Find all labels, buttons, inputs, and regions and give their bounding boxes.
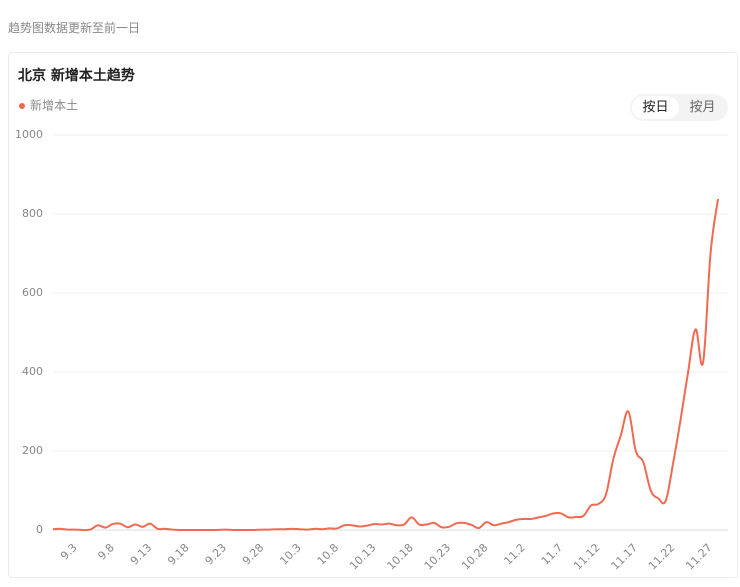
x-tick-label: 11.22 [646, 541, 677, 572]
toggle-option[interactable]: 按日 [632, 96, 679, 119]
legend-label: 新增本土 [30, 98, 78, 113]
toggle: 按日 按月 [630, 94, 728, 121]
x-tick-label: 9.28 [240, 541, 267, 568]
x-tick-label: 11.27 [683, 541, 714, 572]
x-tick-label: 11.12 [571, 541, 602, 572]
x-tick-label: 9.3 [58, 541, 80, 563]
y-tick-label: 800 [22, 207, 43, 220]
x-tick-label: 11.7 [539, 541, 566, 568]
x-tick-label: 10.28 [459, 541, 490, 572]
y-tick-label: 1000 [15, 128, 43, 141]
y-tick-label: 0 [36, 523, 43, 536]
y-tick-label: 600 [22, 286, 43, 299]
chart-title: 北京 新增本土趋势 [18, 67, 135, 84]
y-tick-label: 400 [22, 365, 43, 378]
x-tick-label: 10.13 [347, 541, 378, 572]
x-tick-label: 10.18 [384, 541, 415, 572]
chart-card [8, 52, 738, 578]
x-tick-label: 10.23 [422, 541, 453, 572]
x-tick-label: 9.23 [203, 541, 230, 568]
x-tick-label: 11.2 [501, 541, 528, 568]
y-tick-label: 200 [22, 444, 43, 457]
update-note: 趋势图数据更新至前一日 [8, 21, 141, 35]
x-tick-label: 10.8 [315, 541, 342, 568]
x-tick-label: 10.3 [277, 541, 304, 568]
x-tick-label: 9.13 [128, 541, 155, 568]
legend-marker [19, 103, 25, 109]
toggle-option[interactable]: 按月 [689, 100, 716, 115]
x-tick-label: 11.17 [609, 541, 640, 572]
line [52, 198, 719, 532]
x-tick-label: 9.18 [165, 541, 192, 568]
x-tick-label: 9.8 [95, 541, 117, 563]
